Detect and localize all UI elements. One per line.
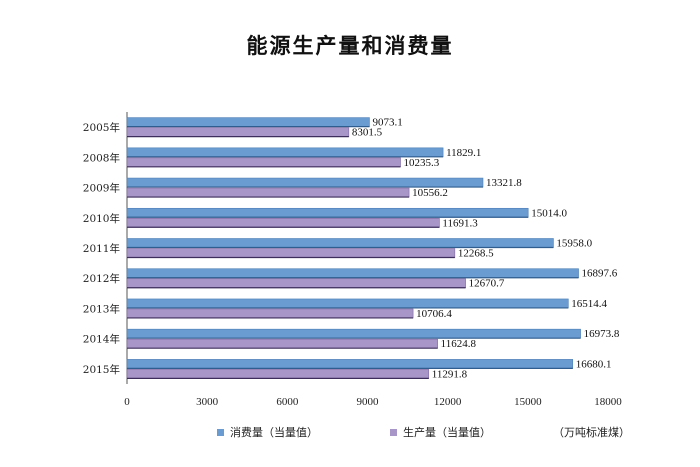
bar-consumption (126, 359, 574, 369)
data-label: 11291.8 (432, 368, 468, 380)
data-label: 11624.8 (441, 338, 477, 350)
x-tick-label: 18000 (594, 396, 622, 408)
bar-consumption (126, 207, 529, 218)
x-tick-label: 3000 (196, 396, 219, 408)
data-label: 16514.4 (571, 298, 607, 310)
data-label: 9073.1 (372, 117, 402, 129)
bar-consumption (126, 117, 370, 127)
x-tick-label: 6000 (276, 396, 299, 408)
x-tick-label: 9000 (357, 396, 380, 408)
bar-production (126, 217, 440, 228)
category-label: 2011年 (83, 242, 120, 255)
bar-consumption (126, 328, 581, 339)
bar-consumption (126, 238, 554, 248)
data-label: 10556.2 (412, 187, 448, 199)
data-label: 16680.1 (576, 358, 612, 370)
legend-item-production: 生产量（当量值） (390, 424, 491, 440)
bar-production (126, 187, 410, 198)
category-label: 2008年 (83, 151, 120, 164)
bar-production (126, 338, 438, 349)
x-tick-label: 15000 (514, 396, 542, 408)
data-label: 10706.4 (416, 308, 452, 320)
legend-label-production: 生产量（当量值） (403, 426, 491, 439)
data-label: 11829.1 (446, 147, 481, 159)
bar-consumption (126, 177, 484, 188)
legend-swatch-production (390, 428, 397, 436)
legend-swatch-consumption (217, 428, 224, 436)
category-label: 2010年 (83, 212, 120, 225)
bar-production (126, 157, 401, 168)
bar-production (126, 308, 414, 319)
data-label: 16973.8 (584, 328, 620, 340)
bar-production (126, 248, 456, 258)
bar-production (126, 127, 350, 137)
category-label: 2009年 (83, 182, 120, 195)
bar-production (126, 369, 430, 379)
data-label: 16897.6 (582, 268, 618, 280)
unit-label: （万吨标准煤） (553, 426, 630, 439)
data-label: 15958.0 (556, 238, 592, 250)
x-tick-label: 12000 (434, 396, 462, 408)
category-label: 2005年 (83, 121, 120, 134)
bar-consumption (126, 298, 569, 309)
chart-title: 能源生产量和消费量 (246, 33, 454, 58)
legend-item-consumption: 消费量（当量值） (217, 424, 318, 440)
x-tick-label: 0 (124, 396, 130, 408)
category-label: 2015年 (83, 363, 120, 376)
bar-production (126, 278, 466, 289)
data-label: 12670.7 (469, 278, 505, 290)
category-label: 2012年 (83, 272, 120, 285)
bar-consumption (126, 147, 444, 158)
legend-label-consumption: 消费量（当量值） (230, 426, 318, 439)
data-label: 15014.0 (531, 207, 567, 219)
data-label: 13321.8 (486, 177, 522, 189)
data-label: 10235.3 (404, 157, 440, 169)
category-label: 2013年 (83, 302, 120, 315)
data-label: 11691.3 (442, 217, 478, 229)
bar-consumption (126, 268, 579, 279)
data-label: 8301.5 (352, 127, 383, 139)
category-label: 2014年 (83, 333, 120, 346)
data-label: 12268.5 (458, 248, 494, 260)
